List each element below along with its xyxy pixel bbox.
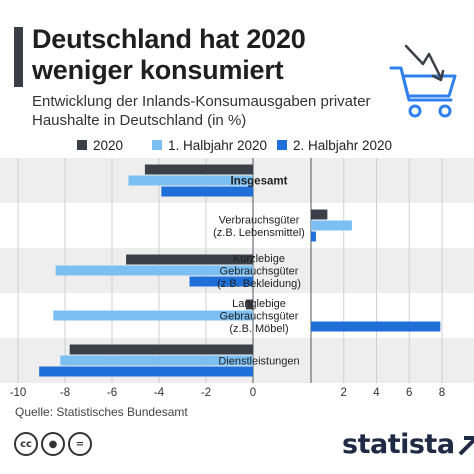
bar — [126, 254, 253, 265]
category-label: Gebrauchsgüter — [220, 266, 299, 278]
bar — [189, 276, 253, 287]
legend-swatch — [152, 140, 162, 150]
tick-label: 0 — [250, 387, 256, 399]
legend-label: 2. Halbjahr 2020 — [293, 137, 393, 153]
category-label: (z.B. Möbel) — [229, 323, 288, 335]
title-accent-bar — [14, 27, 23, 87]
bar — [245, 299, 253, 310]
bar — [161, 186, 253, 197]
shopping-cart-icon — [389, 44, 457, 118]
page-subtitle: Entwicklung der Inlands-Konsumausgaben p… — [32, 93, 371, 129]
legend-item-h1: 1. Halbjahr 2020 — [152, 136, 267, 154]
tick-label: 2 — [341, 387, 347, 399]
bar — [128, 175, 253, 186]
brand-name: statista — [342, 429, 455, 460]
legend-item-2020: 2020 — [77, 136, 123, 154]
bar — [39, 366, 254, 377]
legend-label: 1. Halbjahr 2020 — [168, 137, 268, 153]
category-label: Kurzlebige — [233, 253, 285, 265]
category-label: Dienstleistungen — [218, 356, 299, 368]
category-label: (z.B. Lebensmittel) — [213, 227, 305, 239]
legend-label: 2020 — [93, 137, 124, 153]
chart-legend: 2020 1. Halbjahr 2020 2. Halbjahr 2020 — [0, 136, 474, 154]
bar — [55, 265, 253, 276]
legend-swatch — [277, 140, 287, 150]
category-label: Gebrauchsgüter — [220, 311, 299, 323]
bar — [311, 231, 316, 242]
tick-label: -2 — [201, 387, 211, 399]
tick-label: -4 — [154, 387, 165, 399]
bar-chart: Insgesamt Verbrauchsgüter(z.B. Lebensmitt… — [0, 158, 474, 399]
source-note: Quelle: Statistisches Bundesamt — [15, 405, 188, 419]
bar — [311, 209, 328, 220]
category-label: (z.B. Bekleidung) — [217, 278, 301, 290]
tick-label: -8 — [60, 387, 70, 399]
tick-label: 8 — [439, 387, 445, 399]
bar — [144, 164, 253, 175]
tick-label: -10 — [10, 387, 27, 399]
nd-icon: = — [68, 432, 92, 456]
license-icons: cc ● = — [14, 432, 92, 458]
page-title: Deutschland hat 2020 weniger konsumiert — [32, 24, 306, 85]
statista-logo: statista — [342, 429, 474, 460]
tick-label: 6 — [406, 387, 412, 399]
bar — [60, 355, 253, 366]
bar — [311, 321, 441, 332]
statista-mark-icon — [458, 435, 474, 455]
category-label: Verbrauchsgüter — [219, 214, 300, 226]
category-label: Insgesamt — [231, 176, 288, 188]
legend-item-h2: 2. Halbjahr 2020 — [277, 136, 392, 154]
cc-icon: cc — [14, 432, 38, 456]
bar — [311, 220, 352, 231]
tick-label: 4 — [373, 387, 380, 399]
bar — [53, 310, 253, 321]
bar — [69, 344, 253, 355]
tick-label: -6 — [107, 387, 117, 399]
by-icon: ● — [41, 432, 65, 456]
category-label: Langlebige — [232, 298, 286, 310]
legend-swatch — [77, 140, 87, 150]
